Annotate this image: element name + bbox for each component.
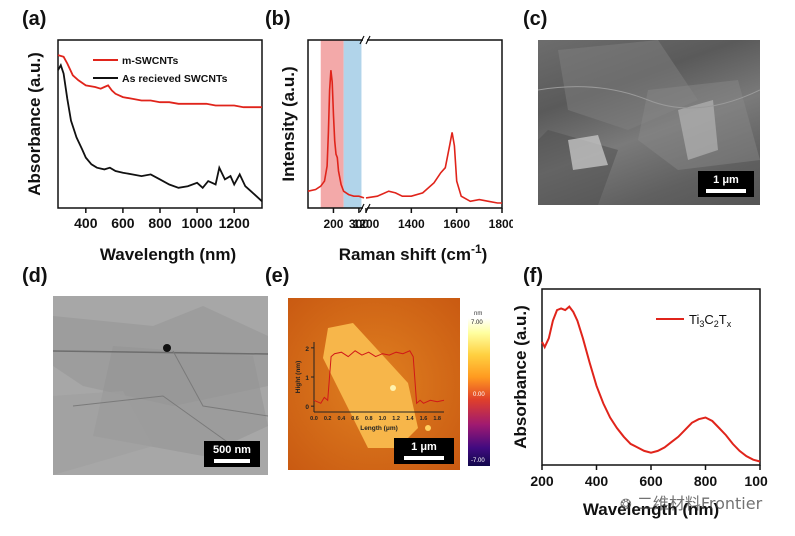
scale-bar-e: 1 μm [394,438,454,464]
series-line-a-0 [57,54,262,109]
axis-break-bottom-bg [363,204,367,212]
colorbar-unit: nm [474,311,483,317]
plot-frame-b [307,39,503,209]
inset-y-tick-label-0: 0 [305,404,309,411]
x-tick-label-b-0: 200 [323,217,343,231]
series-line-b-right [365,132,502,204]
inset-y-tick-label-1: 1 [305,375,309,382]
series-line-f-0 [541,305,761,463]
panel-label-a: (a) [22,8,47,30]
axis-break-top [359,35,371,45]
y-axis-label-f: Absorbance (a.u.) [511,305,530,449]
axis-break-top-bg [363,36,367,44]
inset-x-tick-label-8: 1.6 [420,416,428,422]
scale-bar-c: 1 μm [698,171,754,197]
inset-profile-line [313,350,445,405]
legend-label-f-0: Ti3C2Tx [689,312,732,329]
inset-x-tick-label-9: 1.8 [433,416,441,422]
inset-y-tick-label-2: 2 [305,346,309,353]
inset-x-axis-label: Length (μm) [360,425,398,432]
sem-flakes-c [538,40,760,205]
y-axis-label-b: Intensity (a.u.) [279,66,298,181]
inset-x-tick-label-2: 0.4 [338,416,347,422]
watermark: ❂ 二维材料Frontier [620,490,762,514]
panel-label-f: (f) [523,265,543,287]
x-tick-label-f-0: 200 [530,473,554,489]
panel-label-d: (d) [22,265,48,287]
scale-text-e: 1 μm [411,441,437,453]
tem-flakes-d [53,296,268,475]
sem-image-c: 1 μm [538,40,760,205]
series-line-a-1 [57,62,263,202]
inset-x-tick-label-5: 1.0 [379,416,387,422]
watermark-text: 二维材料Frontier [636,494,763,513]
panel-label-c: (c) [523,8,548,30]
x-tick-label-a-1: 600 [111,215,135,231]
x-axis-label-a: Wavelength (nm) [100,245,236,264]
colorbar-top-label: 7.00 [471,320,483,326]
tem-image-d: 500 nm [53,296,268,475]
inset-x-tick-label-3: 0.6 [351,416,359,422]
legend-label-a-0: m-SWCNTs [122,55,179,67]
afm-image-e: 0 1 2 0.0 0.2 0.4 0.6 0.8 1.0 1.2 1.4 1.6 1.8 Length … [288,298,460,470]
y-axis-label-a: Absorbance (a.u.) [25,52,44,196]
x-tick-label-a-0: 400 [74,215,98,231]
series-line-b-left [307,70,365,199]
inset-x-tick-label-6: 1.2 [392,416,400,422]
panel-label-e: (e) [265,265,290,287]
inset-x-tick-label-4: 0.8 [365,416,373,422]
x-tick-label-f-2: 600 [639,473,663,489]
x-tick-label-a-2: 800 [148,215,172,231]
x-axis-label-b: Raman shift (cm-1) [339,242,488,264]
chart-a: 400 600 800 1000 1200 Wavelength (nm) Absorban… [25,39,263,264]
inset-y-axis-label: Hight (nm) [295,361,302,394]
colorbar-bottom-label: -7.00 [471,458,485,464]
afm-inset-profile: 0 1 2 0.0 0.2 0.4 0.6 0.8 1.0 1.2 1.4 1.6 1.8 Length … [295,342,445,432]
chart-f: 200 400 600 800 1000 Wavelength (nm) Absorbanc… [511,288,768,519]
x-tick-label-b-3: 1400 [398,217,425,231]
x-tick-label-a-4: 1200 [219,215,250,231]
inset-x-tick-label-0: 0.0 [310,416,318,422]
x-tick-label-b-4: 1600 [443,217,470,231]
x-tick-label-b-1: 300 [349,217,369,231]
inset-x-tick-label-1: 0.2 [324,416,332,422]
scale-text-c: 1 μm [713,174,739,186]
legend-label-a-1: As recieved SWCNTs [122,73,228,85]
inset-x-tick-label-7: 1.4 [406,416,415,422]
colorbar-mid-label: 0.00 [473,392,485,398]
x-tick-label-b-5: 1800 [489,217,513,231]
watermark-icon: ❂ [620,497,632,513]
x-axis-label-f: Wavelength (nm) [583,500,719,519]
shaded-band-b-1 [343,40,362,208]
scale-text-d: 500 nm [213,444,251,456]
x-tick-label-f-3: 800 [694,473,718,489]
panel-label-b: (b) [265,8,291,30]
scale-bar-d: 500 nm [204,441,260,467]
x-tick-label-f-1: 400 [585,473,609,489]
x-tick-label-f-4: 1000 [744,473,768,489]
x-tick-label-b-2: 1200 [353,217,380,231]
x-tick-label-a-3: 1000 [182,215,213,231]
afm-colorbar [468,318,490,466]
